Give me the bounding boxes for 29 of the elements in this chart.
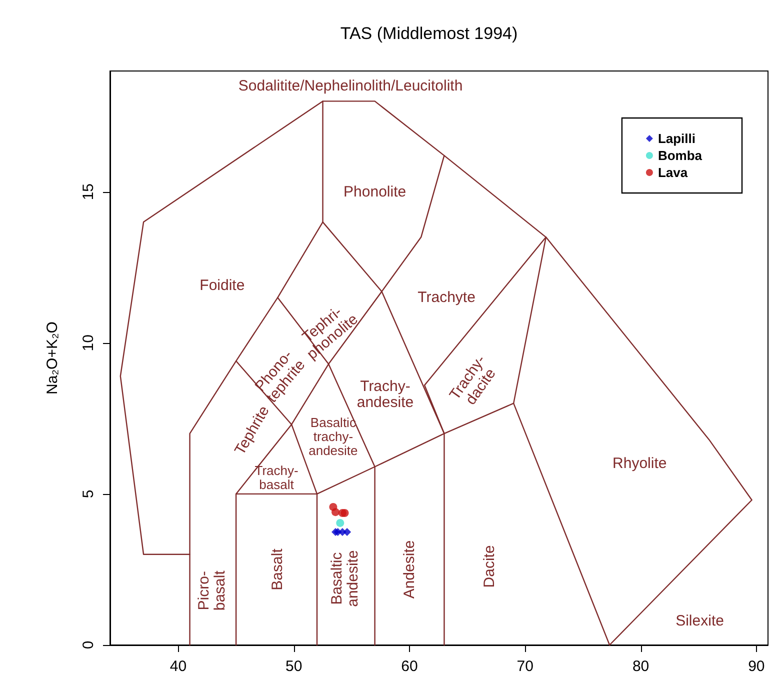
y-axis-title: Na₂O+K₂O <box>44 322 61 394</box>
annotation: Silexite <box>676 612 724 630</box>
x-tick-label: 70 <box>516 658 534 675</box>
annotation: Andesite <box>401 540 418 599</box>
x-tick-label: 80 <box>632 658 650 675</box>
annotation: Foidite <box>200 276 245 294</box>
y-tick-label: 15 <box>80 184 97 200</box>
annotation: Trachy- andesite <box>356 378 414 411</box>
annotation: Trachy- basalt <box>254 462 298 492</box>
annotation: Basaltic andesite <box>328 550 362 607</box>
y-tick-label: 10 <box>80 334 97 352</box>
annotation: Rhyolite <box>612 455 667 472</box>
annotation: Basalt <box>269 548 286 590</box>
annotation: Sodalitite/Nephelinolith/Leucitolith <box>238 78 463 95</box>
annotation: Phonolite <box>344 183 406 200</box>
annotation: Picro- basalt <box>195 570 228 611</box>
legend-label: Lava <box>658 165 688 180</box>
chart-title: TAS (Middlemost 1994) <box>340 24 518 43</box>
legend-label: Bomba <box>658 148 703 163</box>
annotation: Trachyte <box>418 289 476 306</box>
y-tick-label: 0 <box>80 640 97 650</box>
annotation: Dacite <box>480 545 498 588</box>
x-tick-label: 50 <box>286 658 302 675</box>
x-tick-label: 40 <box>170 658 187 675</box>
legend-label: Lapilli <box>658 131 696 146</box>
x-tick-label: 90 <box>748 658 765 675</box>
annotation: Basaltic trachy- andesite <box>308 415 358 458</box>
y-tick-label: 5 <box>80 490 97 498</box>
x-tick-label: 60 <box>401 658 418 675</box>
